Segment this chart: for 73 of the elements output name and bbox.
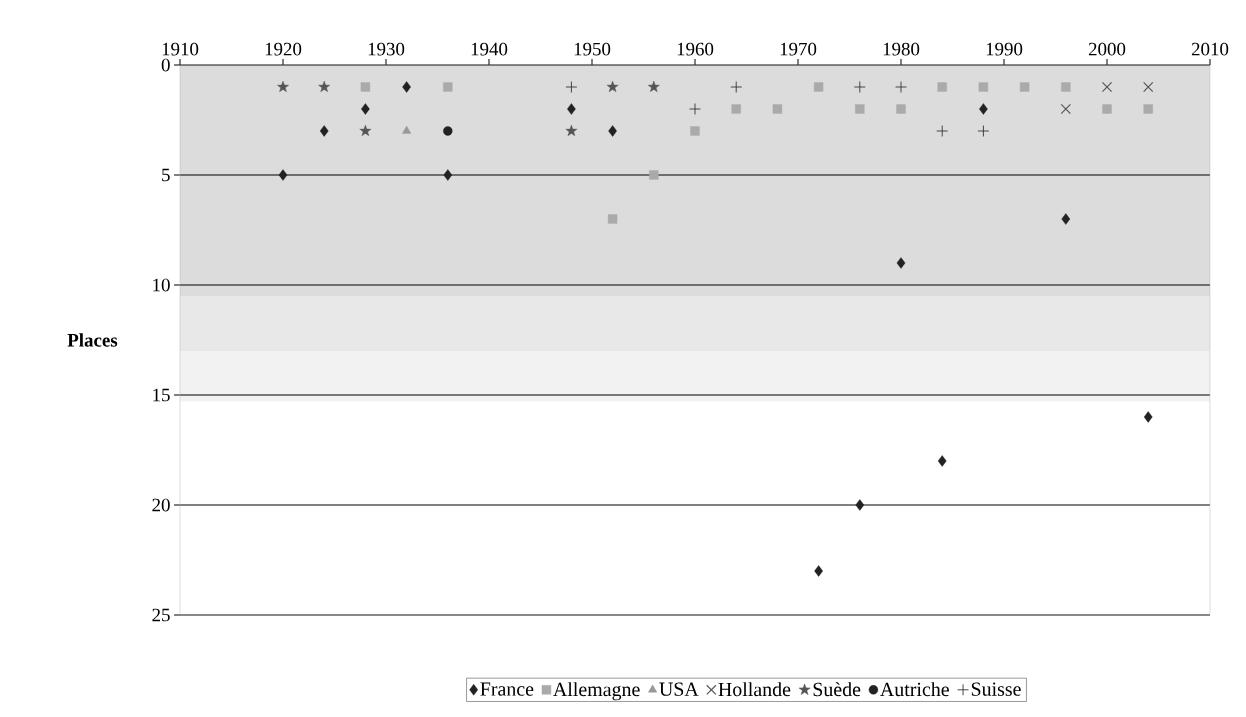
legend-label: Suisse [971,682,1021,696]
point [978,82,989,92]
point [1143,411,1153,423]
legend-label: Autriche [880,682,949,697]
point [895,81,907,93]
point [402,125,412,134]
y-tick-label: 5 [162,168,170,182]
point [649,170,659,180]
point [443,169,453,181]
point [1143,81,1154,93]
point [402,81,411,93]
point [606,80,619,93]
legend-label: Suède [813,682,861,697]
point [936,125,949,137]
point [1143,104,1153,114]
point [1102,104,1112,114]
x-tick-label: 2010 [1191,42,1229,56]
legend-label: USA [659,682,699,696]
point [853,81,866,93]
point [855,499,865,511]
y-tick-label: 10 [153,278,170,292]
point [277,80,289,93]
legend-label: France [480,682,534,696]
point [730,81,743,93]
point [896,104,906,114]
y-tick-label: 15 [153,388,170,402]
x-tick-label: 1930 [368,42,405,56]
point [813,82,824,92]
y-tick-label: 0 [161,58,170,72]
point [979,103,988,115]
point [607,214,618,224]
y-tick-label: 20 [152,498,170,512]
y-tick-label: 25 [152,608,170,622]
x-tick-label: 2000 [1088,42,1126,56]
point [772,104,783,114]
point [361,103,370,115]
y-axis-title: Places [67,333,118,347]
legend-label: Allemagne [553,682,640,701]
point [360,82,371,92]
x-tick-label: 1920 [265,42,302,56]
point [937,455,947,467]
x-tick-label: 1960 [677,42,714,56]
x-tick-label: 1950 [574,42,611,56]
point [1101,81,1113,93]
point [896,257,906,269]
x-tick-label: 1940 [471,42,508,56]
x-tick-label: 1980 [883,42,920,56]
point [690,126,700,136]
point [443,126,453,136]
point [1061,213,1071,225]
point [567,103,576,115]
point [1019,82,1030,92]
point [855,104,865,114]
point [565,124,578,137]
point [319,125,329,137]
point [1060,103,1071,115]
point [937,82,947,92]
point [443,82,453,92]
point [647,80,660,93]
point [565,81,578,93]
point [359,124,372,137]
x-tick-label: 1970 [780,42,817,56]
point [814,565,823,577]
point [977,125,990,137]
x-tick-label: 1990 [986,42,1023,56]
point [1061,82,1071,92]
legend-label: Hollande [718,682,791,697]
x-tick-label: 1910 [162,42,199,56]
point [318,80,331,93]
point [689,103,701,115]
point [731,104,741,114]
point [608,125,617,137]
point [278,169,288,181]
